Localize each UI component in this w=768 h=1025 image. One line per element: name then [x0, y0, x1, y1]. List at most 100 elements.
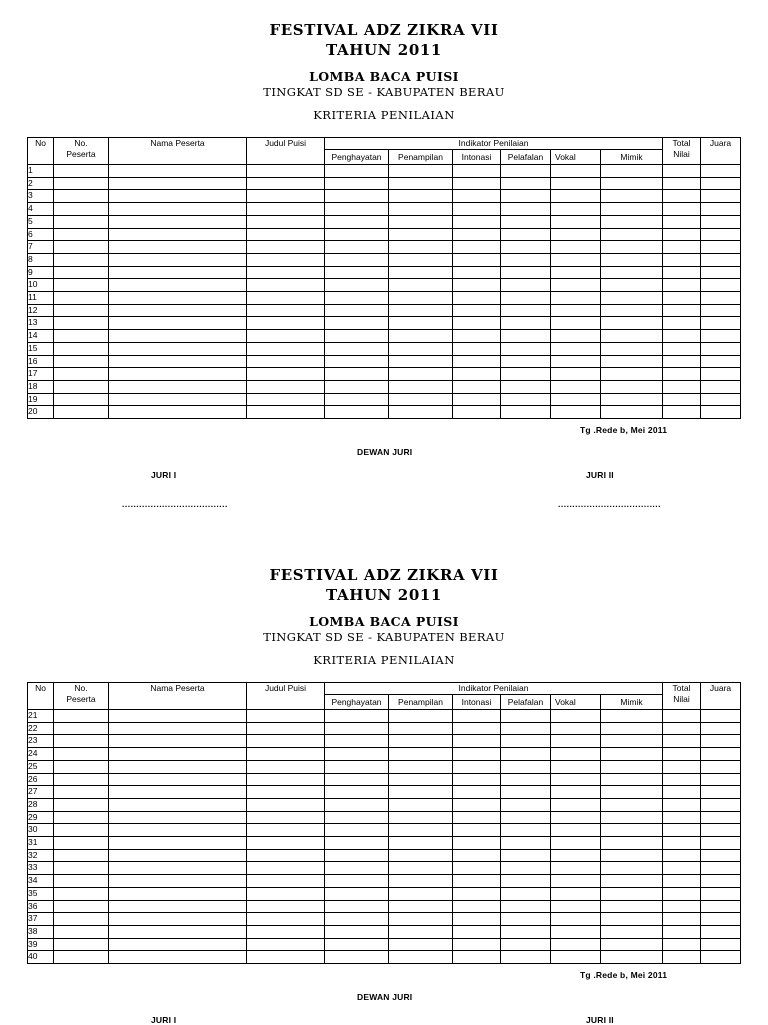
cell-no-peserta[interactable]: [53, 291, 109, 305]
cell-mimik[interactable]: [600, 924, 663, 939]
cell-judul-puisi[interactable]: [246, 227, 325, 242]
cell-juara[interactable]: [700, 772, 741, 787]
cell-judul-puisi[interactable]: [246, 721, 325, 736]
cell-vokal[interactable]: [550, 240, 601, 254]
cell-no-peserta[interactable]: [53, 202, 109, 216]
cell-no-peserta[interactable]: [53, 240, 109, 254]
cell-intonasi[interactable]: [452, 303, 501, 318]
cell-no-peserta[interactable]: [53, 189, 109, 204]
cell-penampilan[interactable]: [388, 912, 453, 926]
cell-nama-peserta[interactable]: [108, 772, 247, 787]
cell-intonasi[interactable]: [452, 214, 501, 229]
cell-vokal[interactable]: [550, 367, 601, 381]
cell-judul-puisi[interactable]: [246, 367, 325, 381]
cell-pelafalan[interactable]: [500, 392, 551, 407]
cell-nama-peserta[interactable]: [108, 874, 247, 888]
cell-nama-peserta[interactable]: [108, 367, 247, 381]
cell-penampilan[interactable]: [388, 189, 453, 204]
table-row[interactable]: 31: [27, 836, 741, 850]
cell-pelafalan[interactable]: [500, 823, 551, 838]
cell-penampilan[interactable]: [388, 265, 453, 280]
cell-pelafalan[interactable]: [500, 886, 551, 901]
cell-penampilan[interactable]: [388, 303, 453, 318]
cell-pelafalan[interactable]: [500, 265, 551, 280]
cell-nama-peserta[interactable]: [108, 227, 247, 242]
cell-pelafalan[interactable]: [500, 291, 551, 305]
cell-mimik[interactable]: [600, 278, 663, 293]
table-row[interactable]: 38: [27, 924, 741, 939]
cell-judul-puisi[interactable]: [246, 341, 325, 356]
cell-nama-peserta[interactable]: [108, 810, 247, 825]
cell-vokal[interactable]: [550, 265, 601, 280]
cell-no-peserta[interactable]: [53, 759, 109, 774]
cell-penampilan[interactable]: [388, 392, 453, 407]
cell-judul-puisi[interactable]: [246, 354, 325, 369]
cell-pelafalan[interactable]: [500, 164, 551, 178]
cell-juara[interactable]: [700, 912, 741, 926]
cell-nama-peserta[interactable]: [108, 721, 247, 736]
cell-vokal[interactable]: [550, 861, 601, 876]
cell-total-nilai[interactable]: [662, 341, 701, 356]
cell-penghayatan[interactable]: [324, 354, 389, 369]
table-row[interactable]: 29: [27, 810, 741, 825]
table-row[interactable]: 35: [27, 886, 741, 901]
cell-no-peserta[interactable]: [53, 836, 109, 850]
cell-penghayatan[interactable]: [324, 797, 389, 812]
cell-intonasi[interactable]: [452, 823, 501, 838]
cell-intonasi[interactable]: [452, 874, 501, 888]
cell-penghayatan[interactable]: [324, 303, 389, 318]
cell-juara[interactable]: [700, 759, 741, 774]
cell-total-nilai[interactable]: [662, 886, 701, 901]
cell-judul-puisi[interactable]: [246, 316, 325, 331]
cell-penampilan[interactable]: [388, 848, 453, 863]
cell-vokal[interactable]: [550, 759, 601, 774]
cell-penampilan[interactable]: [388, 709, 453, 723]
cell-penampilan[interactable]: [388, 747, 453, 761]
cell-judul-puisi[interactable]: [246, 214, 325, 229]
cell-penampilan[interactable]: [388, 214, 453, 229]
cell-penghayatan[interactable]: [324, 176, 389, 191]
cell-intonasi[interactable]: [452, 164, 501, 178]
cell-mimik[interactable]: [600, 772, 663, 787]
table-row[interactable]: 13: [27, 316, 741, 331]
cell-pelafalan[interactable]: [500, 924, 551, 939]
cell-intonasi[interactable]: [452, 379, 501, 394]
cell-total-nilai[interactable]: [662, 759, 701, 774]
cell-pelafalan[interactable]: [500, 772, 551, 787]
cell-penampilan[interactable]: [388, 937, 453, 952]
cell-penghayatan[interactable]: [324, 937, 389, 952]
cell-vokal[interactable]: [550, 354, 601, 369]
cell-total-nilai[interactable]: [662, 823, 701, 838]
cell-judul-puisi[interactable]: [246, 924, 325, 939]
table-row[interactable]: 1: [27, 164, 741, 178]
cell-intonasi[interactable]: [452, 329, 501, 343]
cell-no-peserta[interactable]: [53, 797, 109, 812]
cell-penghayatan[interactable]: [324, 772, 389, 787]
cell-vokal[interactable]: [550, 950, 601, 965]
cell-juara[interactable]: [700, 924, 741, 939]
cell-mimik[interactable]: [600, 823, 663, 838]
table-row[interactable]: 22: [27, 721, 741, 736]
cell-judul-puisi[interactable]: [246, 392, 325, 407]
cell-mimik[interactable]: [600, 303, 663, 318]
cell-penghayatan[interactable]: [324, 291, 389, 305]
cell-juara[interactable]: [700, 303, 741, 318]
cell-nama-peserta[interactable]: [108, 379, 247, 394]
cell-total-nilai[interactable]: [662, 367, 701, 381]
cell-pelafalan[interactable]: [500, 405, 551, 420]
cell-juara[interactable]: [700, 227, 741, 242]
cell-nama-peserta[interactable]: [108, 836, 247, 850]
cell-mimik[interactable]: [600, 252, 663, 267]
cell-juara[interactable]: [700, 747, 741, 761]
cell-pelafalan[interactable]: [500, 836, 551, 850]
cell-intonasi[interactable]: [452, 797, 501, 812]
cell-intonasi[interactable]: [452, 189, 501, 204]
cell-juara[interactable]: [700, 354, 741, 369]
table-row[interactable]: 36: [27, 899, 741, 914]
cell-no-peserta[interactable]: [53, 367, 109, 381]
cell-juara[interactable]: [700, 785, 741, 799]
cell-intonasi[interactable]: [452, 912, 501, 926]
table-row[interactable]: 28: [27, 797, 741, 812]
cell-penghayatan[interactable]: [324, 785, 389, 799]
cell-intonasi[interactable]: [452, 836, 501, 850]
